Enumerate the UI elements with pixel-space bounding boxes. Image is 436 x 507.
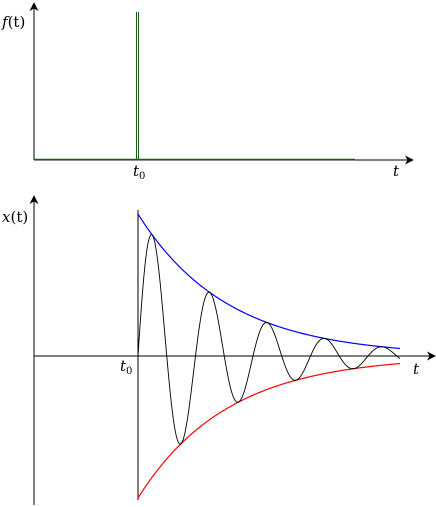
t0-label-bottom: t0 bbox=[120, 357, 132, 377]
damped-oscillation bbox=[137, 234, 401, 445]
impulse-panel: f(t) t t0 bbox=[1, 2, 414, 182]
lower-envelope bbox=[137, 362, 401, 499]
response-panel: x(t) t t0 bbox=[2, 195, 436, 505]
t0-label-top: t0 bbox=[133, 162, 145, 182]
t-axis-label-bottom: t bbox=[413, 360, 420, 378]
upper-envelope bbox=[137, 213, 401, 350]
f-axis-label: f(t) bbox=[1, 13, 25, 31]
t-axis-label-top: t bbox=[393, 162, 400, 180]
x-axis-label: x(t) bbox=[2, 208, 28, 226]
